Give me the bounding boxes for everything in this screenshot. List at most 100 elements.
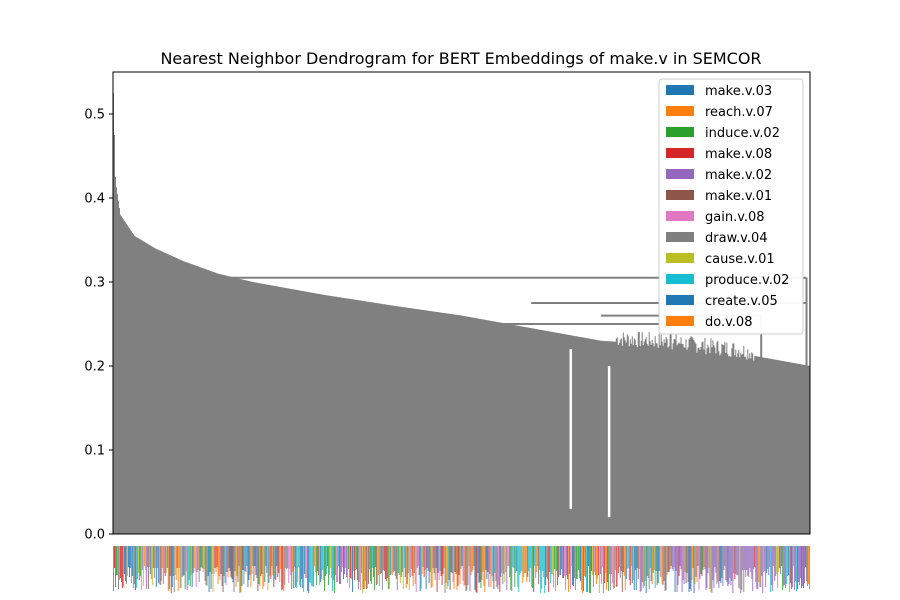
leaf-label-mark	[599, 546, 601, 574]
leaf-label-mark	[656, 546, 658, 585]
leaf-label-mark	[561, 546, 563, 569]
leaf-label-mark	[412, 546, 414, 586]
leaf-label-mark	[695, 546, 697, 577]
leaf-label-mark	[190, 546, 192, 575]
leaf-label-mark	[340, 546, 342, 584]
leaf-label-mark	[220, 546, 222, 574]
leaf-label-mark	[737, 546, 739, 575]
leaf-label-mark	[746, 546, 748, 570]
leaf-label-mark	[528, 546, 530, 571]
leaf-label-mark	[376, 546, 378, 584]
leaf-label-mark	[222, 546, 224, 592]
leaf-label-mark	[696, 546, 698, 582]
leaf-label-mark	[251, 546, 253, 574]
leaf-label-mark	[735, 546, 737, 574]
leaf-label-mark	[422, 546, 424, 567]
leaf-label-mark	[400, 546, 402, 577]
leaf-label-mark	[755, 546, 757, 582]
leaf-label-mark	[467, 546, 469, 585]
leaf-label-mark	[451, 546, 453, 573]
leaf-label-mark	[399, 546, 401, 583]
leaf-label-mark	[345, 546, 347, 577]
leaf-label-mark	[578, 546, 580, 578]
leaf-label-mark	[259, 546, 261, 586]
leaf-label-mark	[213, 546, 215, 574]
leaf-label-mark	[767, 546, 769, 569]
leaf-label-mark	[659, 546, 661, 577]
leaf-label-mark	[353, 546, 355, 580]
leaf-label-mark	[156, 546, 158, 568]
leaf-label-mark	[428, 546, 430, 583]
leaf-label-mark	[709, 546, 711, 589]
leaf-label-mark	[457, 546, 459, 586]
leaf-label-mark	[181, 546, 183, 577]
leaf-label-mark	[549, 546, 551, 572]
leaf-label-mark	[783, 546, 785, 586]
leaf-label-mark	[273, 546, 275, 587]
leaf-label-mark	[314, 546, 316, 566]
leaf-label-mark	[116, 546, 118, 575]
leaf-label-mark	[189, 546, 191, 586]
legend-label: produce.v.02	[705, 273, 789, 288]
leaf-label-mark	[363, 546, 365, 589]
leaf-label-mark	[387, 546, 389, 589]
leaf-label-mark	[315, 546, 317, 572]
leaf-label-mark	[218, 546, 220, 576]
leaf-label-mark	[364, 546, 366, 581]
leaf-label-mark	[385, 546, 387, 581]
leaf-label-mark	[611, 546, 613, 583]
leaf-label-mark	[347, 546, 349, 569]
leaf-label-mark	[321, 546, 323, 579]
leaf-label-mark	[619, 546, 621, 578]
leaf-label-mark	[680, 546, 682, 569]
leaf-label-mark	[448, 546, 450, 580]
legend-label: make.v.03	[705, 84, 772, 99]
leaf-label-mark	[420, 546, 422, 589]
leaf-label-mark	[682, 546, 684, 580]
leaf-label-mark	[480, 546, 482, 588]
leaf-label-mark	[540, 546, 542, 593]
legend-swatch	[666, 274, 694, 284]
leaf-label-mark	[741, 546, 743, 590]
leaf-label-mark	[772, 546, 774, 591]
leaf-label-mark	[238, 546, 240, 566]
leaf-label-mark	[640, 546, 642, 591]
leaf-label-mark	[133, 546, 135, 584]
leaf-label-mark	[424, 546, 426, 570]
leaf-label-mark	[166, 546, 168, 568]
leaf-label-mark	[289, 546, 291, 569]
leaf-label-mark	[707, 546, 709, 573]
leaf-label-mark	[272, 546, 274, 575]
leaf-label-mark	[355, 546, 357, 569]
leaf-label-mark	[299, 546, 301, 585]
leaf-label-mark	[808, 546, 810, 584]
leaf-label-mark	[474, 546, 476, 590]
leaf-label-mark	[661, 546, 663, 584]
leaf-label-mark	[590, 546, 592, 571]
leaf-label-mark	[502, 546, 504, 584]
leaf-label-mark	[721, 546, 723, 578]
y-tick-label: 0.0	[84, 528, 105, 543]
leaf-label-mark	[601, 546, 603, 567]
leaf-label-mark	[262, 546, 264, 589]
leaf-label-mark	[219, 546, 221, 580]
leaf-label-mark	[804, 546, 806, 583]
leaf-label-mark	[257, 546, 259, 591]
leaf-label-mark	[168, 546, 170, 589]
leaf-label-mark	[176, 546, 178, 568]
leaf-label-mark	[595, 546, 597, 584]
leaf-label-mark	[631, 546, 633, 583]
leaf-label-mark	[311, 546, 313, 586]
leaf-label-mark	[701, 546, 703, 576]
leaf-label-mark	[675, 546, 677, 571]
leaf-label-mark	[748, 546, 750, 577]
leaf-label-mark	[694, 546, 696, 584]
leaf-label-mark	[647, 546, 649, 578]
leaf-label-mark	[689, 546, 691, 589]
leaf-label-mark	[494, 546, 496, 573]
leaf-label-mark	[300, 546, 302, 587]
leaf-label-mark	[386, 546, 388, 578]
leaf-label-mark	[394, 546, 396, 576]
legend-label: cause.v.01	[705, 252, 775, 267]
leaf-label-mark	[139, 546, 141, 576]
